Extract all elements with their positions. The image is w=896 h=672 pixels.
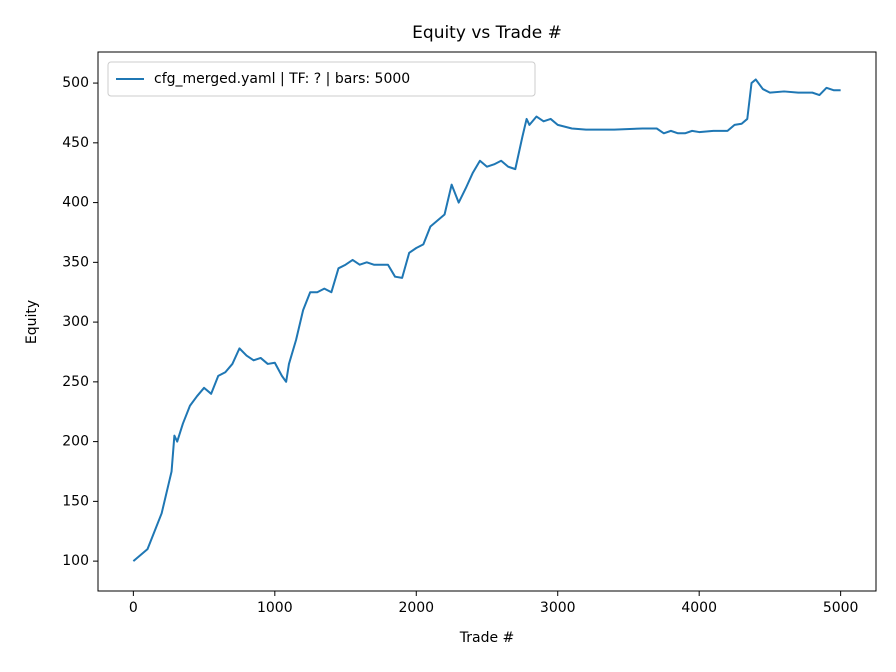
x-tick-label: 1000 (257, 600, 293, 616)
y-tick-label: 100 (62, 553, 89, 569)
y-tick-label: 500 (62, 75, 89, 91)
y-tick-label: 200 (62, 434, 89, 450)
y-tick-label: 450 (62, 135, 89, 151)
y-tick-label: 150 (62, 493, 89, 509)
y-tick-label: 350 (62, 254, 89, 270)
y-tick-label: 300 (62, 314, 89, 330)
x-tick-label: 4000 (681, 600, 717, 616)
legend-label: cfg_merged.yaml | TF: ? | bars: 5000 (154, 71, 410, 87)
data-line (132, 78, 841, 562)
y-axis-label: Equity (24, 300, 40, 344)
x-axis-label: Trade # (459, 630, 515, 646)
x-tick-label: 2000 (398, 600, 434, 616)
chart-title: Equity vs Trade # (412, 23, 562, 43)
x-tick-label: 3000 (540, 600, 576, 616)
legend-box (107, 61, 536, 97)
x-tick-label: 0 (129, 600, 138, 616)
y-tick-label: 400 (62, 195, 89, 211)
y-tick-label: 250 (62, 374, 89, 390)
x-tick-label: 5000 (823, 600, 859, 616)
axes-frame (97, 51, 877, 592)
